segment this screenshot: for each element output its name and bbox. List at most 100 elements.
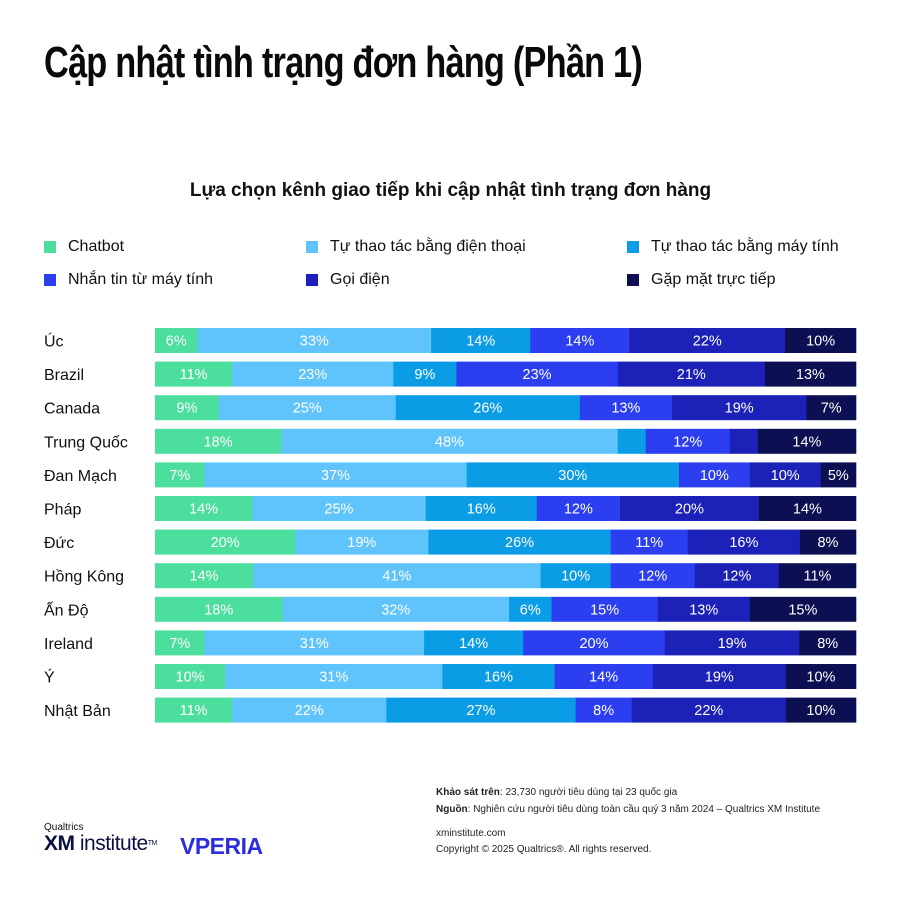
legend-label: Gặp mặt trực tiếp — [651, 271, 776, 288]
data-label: 23% — [523, 367, 552, 383]
row-label: Úc — [44, 332, 64, 351]
bar-segment — [155, 361, 233, 387]
data-label: 12% — [722, 569, 751, 585]
data-label: 19% — [705, 670, 734, 686]
bar-segment — [155, 428, 282, 454]
data-label: 6% — [166, 334, 187, 350]
legend-item-in-person: Gặp mặt trực tiếp — [627, 271, 776, 289]
data-label: 14% — [459, 636, 488, 652]
bar-segment — [620, 496, 760, 521]
bar-segment — [456, 361, 618, 387]
data-label: 15% — [590, 602, 619, 618]
bar-segment — [617, 361, 766, 387]
bar-segment — [281, 428, 618, 454]
bar-segment — [799, 529, 857, 555]
bar-segment — [204, 630, 425, 656]
data-label: 7% — [821, 401, 842, 417]
vperia-logo: VPERIA — [180, 833, 263, 859]
bar-segment — [424, 630, 524, 656]
bar-segment — [155, 664, 226, 689]
data-label: 20% — [211, 535, 240, 551]
row-label: Đức — [44, 535, 74, 552]
data-label: 16% — [467, 502, 496, 518]
bar-segment — [252, 496, 426, 521]
data-label: 6% — [520, 602, 541, 618]
bar-segment — [806, 395, 857, 421]
data-label: 13% — [611, 401, 640, 417]
survey-label: Khảo sát trên — [436, 787, 500, 798]
data-label: 41% — [382, 569, 411, 585]
bar-segment — [610, 529, 689, 555]
bar-segment — [820, 462, 857, 488]
bar-segment — [617, 428, 646, 454]
bar-segment — [509, 596, 552, 622]
data-label: 5% — [828, 468, 849, 484]
data-label: 10% — [176, 670, 205, 686]
data-label: 15% — [788, 602, 817, 618]
trademark-mark: TM — [147, 840, 158, 847]
bar-segment — [197, 328, 432, 353]
qualtrics-wordmark: Qualtrics — [44, 822, 84, 833]
bar-segment — [536, 496, 621, 521]
bar-segment — [799, 630, 857, 656]
data-label: 10% — [806, 703, 835, 719]
institute-text: institute — [79, 832, 148, 855]
row-label: Brazil — [44, 367, 84, 384]
bar-segment — [652, 664, 787, 689]
bar-segment — [253, 563, 541, 589]
data-label: 14% — [589, 670, 618, 686]
legend-swatch — [44, 274, 56, 286]
xm-text: XM — [44, 832, 75, 855]
data-label: 14% — [793, 502, 822, 518]
data-label: 14% — [565, 334, 594, 350]
chart-legend: Chatbot Tự thao tác bằng điện thoại Tự t… — [44, 238, 874, 298]
bar-segment — [386, 697, 576, 723]
bar-segment — [610, 563, 696, 589]
bar-segment — [530, 328, 630, 353]
row-label: Đan Mạch — [44, 468, 117, 485]
data-label: 13% — [689, 602, 718, 618]
bar-segment — [671, 395, 807, 421]
bar-segment — [694, 563, 780, 589]
bar-segment — [657, 596, 751, 622]
bar-segment — [466, 462, 680, 488]
data-label: 14% — [190, 569, 219, 585]
data-label: 11% — [180, 367, 208, 383]
bar-segment — [155, 496, 253, 521]
data-label: 22% — [694, 703, 723, 719]
page-title: Cập nhật tình trạng đơn hàng (Phần 1) — [44, 38, 643, 87]
legend-label: Gọi điện — [330, 271, 390, 288]
bar-segment — [155, 563, 254, 589]
bar-segment — [218, 395, 397, 421]
legend-label: Tự thao tác bằng điện thoại — [330, 238, 526, 255]
xm-institute-logo: Qualtrics XM instituteTM — [44, 822, 157, 855]
data-label: 30% — [558, 468, 587, 484]
data-label: 11% — [180, 703, 208, 719]
data-label: 16% — [484, 670, 513, 686]
bar-segment — [551, 596, 659, 622]
copyright: Copyright © 2025 Qualtrics®. All rights … — [436, 844, 652, 855]
bar-segment — [155, 529, 296, 555]
bar-segment — [431, 328, 531, 353]
row-label: Nhật Bản — [44, 703, 111, 720]
data-label: 12% — [673, 434, 702, 450]
bar-segment — [540, 563, 611, 589]
survey-text: : 23,730 người tiêu dùng tại 23 quốc gia — [499, 787, 678, 798]
website-link[interactable]: xminstitute.com — [436, 828, 506, 839]
data-label: 20% — [675, 502, 704, 518]
row-label: Ấn Độ — [44, 600, 89, 619]
bar-segment — [678, 462, 751, 488]
data-label: 19% — [725, 401, 754, 417]
bar-segment — [664, 630, 800, 656]
data-label: 12% — [638, 569, 667, 585]
data-label: 32% — [381, 602, 410, 618]
legend-item-phone-self-service: Tự thao tác bằng điện thoại — [306, 238, 526, 256]
bar-segment — [282, 596, 510, 622]
legend-swatch — [44, 241, 56, 253]
data-label: 31% — [319, 670, 348, 686]
bar-segment — [778, 563, 857, 589]
data-label: 13% — [796, 367, 825, 383]
bar-segment — [757, 428, 857, 454]
bar-segment — [155, 462, 205, 488]
data-label: 8% — [593, 703, 614, 719]
